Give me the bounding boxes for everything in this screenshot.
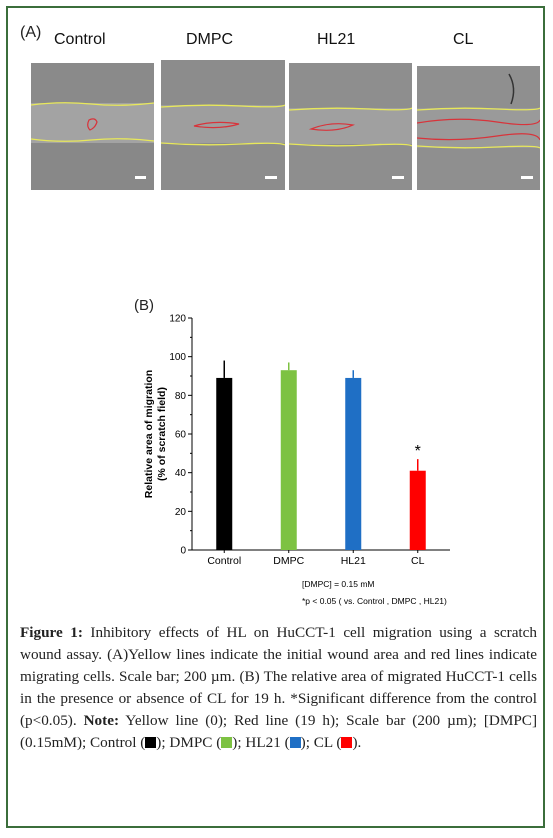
x-tick-label: Control [207,555,241,567]
y-tick-label: 120 [169,314,186,325]
micrograph-dmpc [161,60,285,190]
x-tick-label: HL21 [341,555,366,567]
bar-hl21 [345,377,362,550]
label-control: Control [54,31,106,48]
label-cl: CL [453,31,474,48]
footnote-dmpc-concentration: [DMPC] = 0.15 mM [302,579,375,589]
swatch-hl21 [289,737,301,748]
caption-sep-dmpc: ); DMPC ( [156,734,222,751]
caption-sep-cl: ); CL ( [300,734,342,751]
y-tick-label: 80 [175,391,187,402]
y-tick-label: 40 [175,468,187,479]
bar-control [216,377,233,550]
y-tick-label: 100 [169,352,186,363]
significance-marker: * [415,443,421,460]
micrograph-control [31,63,154,190]
footnote-significance: *p < 0.05 ( vs. Control , DMPC , HL21) [302,596,447,606]
y-axis-label-line1: Relative area of migration [143,370,155,498]
y-tick-label: 20 [175,507,187,518]
y-axis-label-line2: (% of scratch field) [156,387,168,481]
panel-b-chart: (B) 0 20 40 60 80 100 120 Relative area of migra… [8,278,543,618]
y-tick-label: 60 [175,430,187,441]
panel-b-tag: (B) [134,297,154,314]
micrograph-hl21 [289,63,412,190]
y-tick-label: 0 [180,546,186,557]
figure-caption: Figure 1: Inhibitory effects of HL on Hu… [20,622,537,754]
caption-note-label: Note: [83,712,120,729]
caption-sep-hl21: ); HL21 ( [232,734,290,751]
figure-frame: (A) Control DMPC HL21 CL [6,6,545,828]
panel-a: (A) Control DMPC HL21 CL [8,8,543,208]
swatch-control [145,737,157,748]
bar-chart: (B) 0 20 40 60 80 100 120 Relative area of migra… [134,297,450,606]
swatch-cl [341,737,353,748]
micrograph-cl [417,66,540,190]
bar-cl [409,470,426,550]
label-dmpc: DMPC [186,31,234,48]
caption-end: ). [352,734,362,751]
swatch-dmpc [221,737,233,748]
bar-dmpc [280,370,297,550]
caption-figure-label: Figure 1: [20,624,83,641]
label-hl21: HL21 [317,31,356,48]
x-tick-label: CL [411,555,425,567]
x-tick-label: DMPC [273,555,304,567]
caption-text-1: Inhibitory effects of HL on HuCCT-1 cell… [20,624,537,729]
caption-text-2: Yellow line (0); Red line (19 h); Scale … [20,712,537,751]
panel-a-tag: (A) [20,24,42,41]
